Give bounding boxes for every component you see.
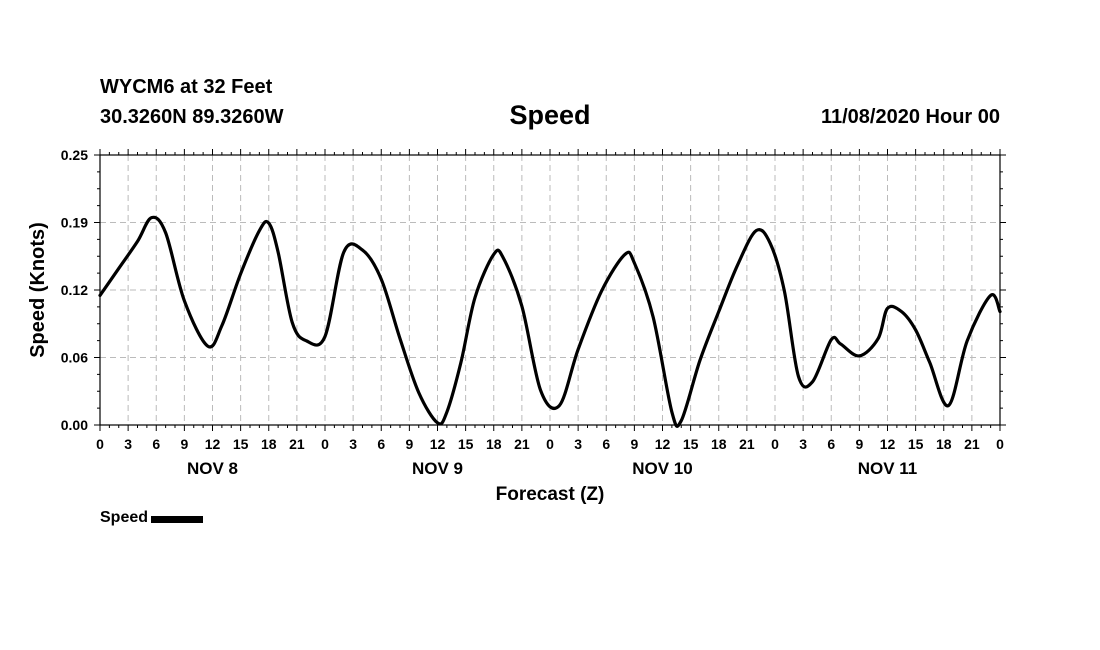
x-tick-label: 12	[655, 436, 671, 452]
day-label: NOV 9	[412, 459, 463, 478]
x-tick-label: 21	[289, 436, 305, 452]
x-tick-label: 6	[377, 436, 385, 452]
x-tick-label: 0	[96, 436, 104, 452]
x-tick-label: 15	[458, 436, 474, 452]
x-tick-label: 21	[514, 436, 530, 452]
plot-frame	[99, 154, 1001, 426]
x-tick-label: 15	[233, 436, 249, 452]
x-tick-label: 3	[799, 436, 807, 452]
x-tick-label: 9	[630, 436, 638, 452]
x-axis-label: Forecast (Z)	[496, 484, 605, 505]
x-tick-label: 0	[321, 436, 329, 452]
y-tick-label: 0.12	[61, 282, 88, 298]
series-line-speed	[98, 215, 1002, 428]
x-tick-label: 12	[880, 436, 896, 452]
x-tick-label: 9	[180, 436, 188, 452]
chart-title: Speed	[509, 100, 591, 130]
x-tick-label: 9	[855, 436, 863, 452]
day-label: NOV 8	[187, 459, 238, 478]
day-label: NOV 11	[858, 459, 918, 478]
y-tick-label: 0.06	[61, 350, 88, 366]
series-layer	[98, 215, 1002, 428]
x-tick-label: 18	[936, 436, 952, 452]
x-tick-label: 6	[152, 436, 160, 452]
day-label: NOV 10	[632, 459, 692, 478]
y-tick-label: 0.25	[61, 147, 88, 163]
legend-swatch	[151, 516, 204, 523]
x-tick-label: 15	[908, 436, 924, 452]
y-tick-label: 0.19	[61, 215, 88, 231]
x-tick-label: 3	[349, 436, 357, 452]
x-tick-label: 15	[683, 436, 699, 452]
y-axis-label: Speed (Knots)	[27, 222, 49, 358]
legend: Speed	[100, 509, 204, 527]
x-tick-label: 12	[430, 436, 446, 452]
coordinates-label: 30.3260N 89.3260W	[100, 106, 284, 128]
x-tick-label: 18	[711, 436, 727, 452]
station-label: WYCM6 at 32 Feet	[100, 76, 273, 98]
legend-label: Speed	[100, 509, 149, 526]
x-tick-label: 9	[405, 436, 413, 452]
x-tick-label: 12	[205, 436, 221, 452]
x-tick-label: 3	[574, 436, 582, 452]
forecast-datetime: 11/08/2020 Hour 00	[820, 106, 1000, 128]
grid-lines	[100, 155, 1000, 425]
x-tick-label: 6	[602, 436, 610, 452]
axis-labels: 0.00 0.06 0.12 0.19 0.25 0 3 6 9 12 15 18 21 0 3 6 9 12 15…	[61, 147, 1004, 478]
x-tick-label: 18	[486, 436, 502, 452]
x-tick-label: 0	[771, 436, 779, 452]
x-tick-label: 18	[261, 436, 277, 452]
x-tick-label: 21	[964, 436, 980, 452]
x-tick-label: 0	[546, 436, 554, 452]
x-tick-label: 21	[739, 436, 755, 452]
x-tick-label: 3	[124, 436, 132, 452]
y-tick-label: 0.00	[61, 417, 88, 433]
x-tick-label: 6	[827, 436, 835, 452]
x-tick-label: 0	[996, 436, 1004, 452]
